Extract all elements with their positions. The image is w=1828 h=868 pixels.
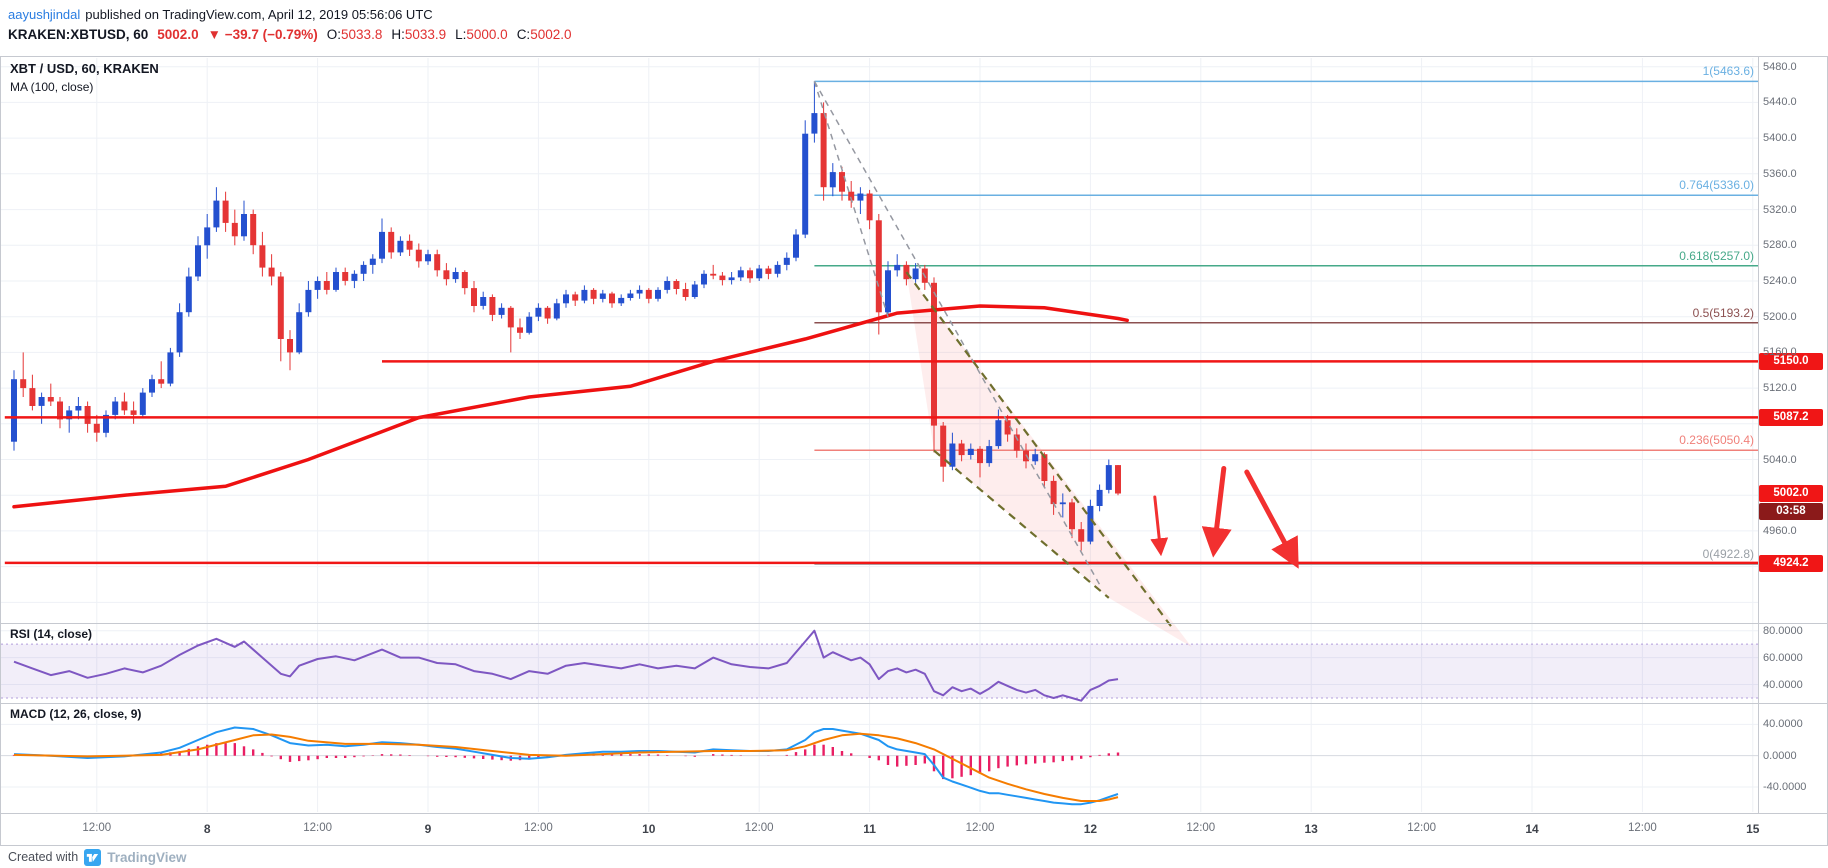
last-price-value: 5002.0 <box>157 27 199 42</box>
low-number: 5000.0 <box>466 27 508 42</box>
chart-canvas[interactable] <box>0 56 1828 846</box>
close-label: C: <box>516 27 531 42</box>
low-value: L:5000.0 <box>455 27 508 42</box>
macd-plot <box>1 726 1758 806</box>
symbol-title[interactable]: KRAKEN:XBTUSD, 60 <box>8 27 149 42</box>
high-number: 5033.9 <box>404 27 447 42</box>
footer: Created with TradingView <box>0 846 1828 868</box>
header: aayushjindal published on TradingView.com… <box>0 0 1828 56</box>
trend-lines <box>813 80 1175 630</box>
high-value: H:5033.9 <box>391 27 446 42</box>
created-with-text: Created with <box>8 850 79 864</box>
close-value: C:5002.0 <box>517 27 572 42</box>
chart-area[interactable]: 1(5463.6) 0.764(5336.0) 0.618(5257.0) 0.5(5… <box>0 56 1828 846</box>
publish-line: aayushjindal published on TradingView.com… <box>8 7 1828 22</box>
fib-retracement <box>814 80 1758 565</box>
open-number: 5033.8 <box>341 27 383 42</box>
open-value: O:5033.8 <box>327 27 383 42</box>
legend-symbol[interactable]: XBT / USD, 60, KRAKEN <box>10 61 159 76</box>
chart-legend: XBT / USD, 60, KRAKEN MA (100, close) <box>10 61 159 94</box>
tradingview-logo-icon[interactable] <box>84 848 102 866</box>
publish-text: published on TradingView.com, April 12, … <box>85 7 433 22</box>
tradingview-wordmark[interactable]: TradingView <box>107 849 187 865</box>
ma-100-line <box>12 304 1129 509</box>
support-resistance-lines <box>4 360 1758 565</box>
rsi-plot <box>1 629 1758 702</box>
legend-ma-setting[interactable]: MA (100, close) <box>10 80 94 94</box>
macd-label[interactable]: MACD (12, 26, close, 9) <box>10 707 142 721</box>
close-number: 5002.0 <box>530 27 572 42</box>
high-label: H: <box>391 27 405 42</box>
candlestick-series <box>11 81 1121 551</box>
grid <box>1 58 1758 812</box>
open-label: O: <box>326 27 342 42</box>
change-value: ▼ −39.7 (−0.79%) <box>207 27 318 42</box>
rsi-label[interactable]: RSI (14, close) <box>10 627 93 641</box>
low-label: L: <box>455 27 467 42</box>
author-link[interactable]: aayushjindal <box>8 7 81 22</box>
drawn-arrows <box>1150 465 1299 569</box>
symbol-line: KRAKEN:XBTUSD, 60 5002.0 ▼ −39.7 (−0.79%… <box>8 27 1828 42</box>
